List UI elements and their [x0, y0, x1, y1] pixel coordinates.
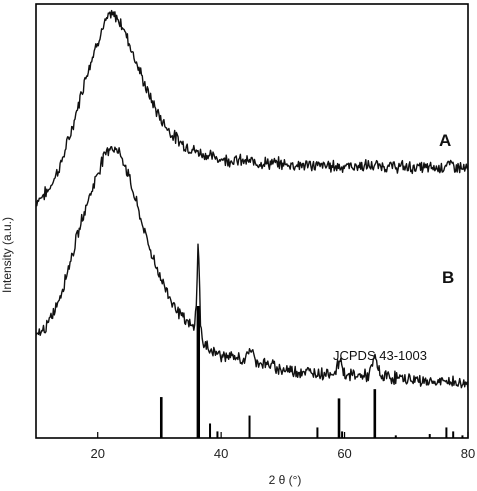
series-lines	[35, 9, 469, 391]
x-tick-label-20: 20	[90, 446, 104, 461]
series-label-A: A	[439, 131, 451, 150]
series-labels: AB	[439, 131, 454, 287]
x-axis-ticks	[97, 432, 469, 438]
reference-sticks	[159, 306, 464, 438]
series-line-A	[35, 9, 469, 207]
x-tick-label-80: 80	[461, 446, 475, 461]
y-axis-label: Intensity (a.u.)	[0, 217, 14, 293]
series-label-B: B	[442, 268, 454, 287]
x-tick-label-60: 60	[337, 446, 351, 461]
plot-frame	[35, 3, 469, 439]
reference-label: JCPDS 43-1003	[333, 348, 427, 363]
x-tick-label-40: 40	[214, 446, 228, 461]
series-line-B	[35, 146, 469, 391]
x-axis-tick-labels: 20 40 60 80	[90, 446, 475, 461]
x-axis-label: 2 θ (°)	[269, 473, 302, 487]
